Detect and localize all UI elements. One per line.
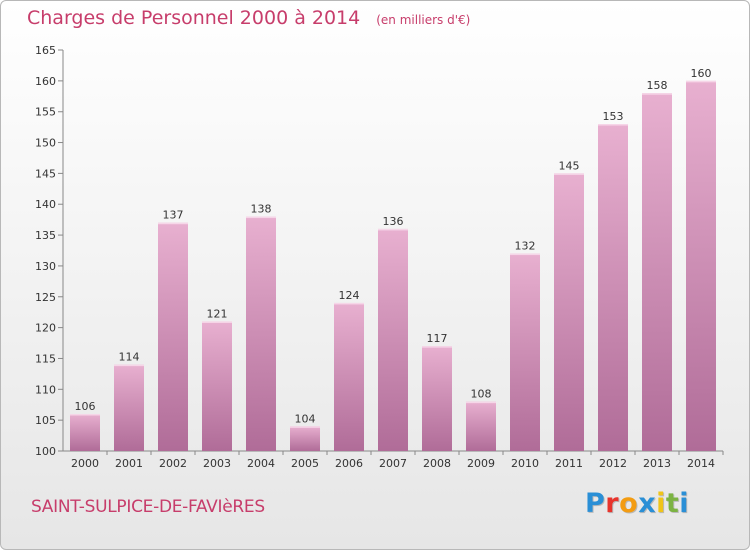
bar-2003 [202, 321, 232, 451]
chart-title: Charges de Personnel 2000 à 2014 (en mill… [27, 7, 470, 29]
y-tick-label: 150 [35, 137, 56, 150]
value-label-2003: 121 [207, 307, 228, 320]
logo-letter: o [619, 488, 639, 519]
x-tick-label: 2013 [643, 457, 671, 470]
bar-2008 [422, 346, 452, 451]
y-tick-label: 165 [35, 44, 56, 57]
x-tick-label: 2000 [71, 457, 99, 470]
bar-top-edge [466, 401, 496, 404]
y-tick-label: 120 [35, 322, 56, 335]
x-tick-label: 2007 [379, 457, 407, 470]
bar-2007 [378, 228, 408, 451]
bar-2012 [598, 124, 628, 452]
bar-2006 [334, 302, 364, 451]
bar-2002 [158, 222, 188, 451]
logo-letter: i [656, 488, 666, 519]
value-label-2005: 104 [295, 412, 316, 425]
value-label-2014: 160 [691, 67, 712, 80]
x-tick-label: 2014 [687, 457, 715, 470]
place-name: SAINT-SULPICE-DE-FAVIèRES [31, 497, 265, 517]
chart-title-text: Charges de Personnel 2000 à 2014 [27, 7, 361, 29]
value-label-2010: 132 [515, 240, 536, 253]
value-labels: 106 114 137 121 138 104 124 136 117 108 132 145 153 1… [75, 67, 712, 425]
y-tick-label: 125 [35, 291, 56, 304]
bar-top-edge [334, 302, 364, 305]
x-tick-label: 2011 [555, 457, 583, 470]
chart-subtitle: (en milliers d'€) [376, 13, 471, 27]
bar-2001 [114, 364, 144, 451]
bar-top-edge [70, 413, 100, 416]
value-label-2002: 137 [163, 209, 184, 222]
value-label-2000: 106 [75, 400, 96, 413]
bars [70, 80, 716, 452]
bar-top-edge [290, 426, 320, 428]
bar-2013 [642, 93, 672, 451]
bar-top-edge [114, 364, 144, 367]
bar-2014 [686, 80, 716, 451]
bar-2000 [70, 413, 100, 451]
bar-2005 [290, 426, 320, 451]
x-tick-label: 2002 [159, 457, 187, 470]
y-tick-label: 135 [35, 229, 56, 242]
y-tick-label: 130 [35, 260, 56, 273]
proxiti-logo: Proxiti [585, 488, 689, 519]
bar-top-edge [378, 228, 408, 231]
bar-top-edge [422, 346, 452, 348]
bar-top-edge [686, 80, 716, 83]
x-tick-label: 2005 [291, 457, 319, 470]
y-tick-label: 145 [35, 167, 56, 180]
bar-2004 [246, 216, 276, 451]
value-label-2008: 117 [427, 332, 448, 345]
bar-top-edge [554, 173, 584, 175]
y-tick-label: 100 [35, 445, 56, 458]
bar-top-edge [598, 124, 628, 126]
bar-2009 [466, 401, 496, 451]
value-label-2013: 158 [647, 79, 668, 92]
y-tick-label: 155 [35, 106, 56, 119]
bar-top-edge [510, 253, 540, 256]
logo-letter: P [585, 488, 606, 519]
value-label-2001: 114 [119, 351, 140, 364]
value-label-2011: 145 [559, 159, 580, 172]
x-tick-label: 2004 [247, 457, 275, 470]
value-label-2006: 124 [339, 289, 360, 302]
bar-top-edge [246, 216, 276, 219]
x-tick-label: 2003 [203, 457, 231, 470]
y-tick-label: 105 [35, 414, 56, 427]
bar-top-edge [642, 93, 672, 95]
logo-letter: i [679, 488, 690, 519]
bar-2011 [554, 173, 584, 451]
y-tick-label: 160 [35, 75, 56, 88]
x-tick-label: 2001 [115, 457, 143, 470]
x-tick-label: 2008 [423, 457, 451, 470]
x-tick-label: 2006 [335, 457, 363, 470]
logo-letter: r [605, 488, 620, 519]
value-label-2004: 138 [251, 203, 272, 216]
bar-top-edge [158, 222, 188, 225]
bar-2010 [510, 253, 540, 451]
value-label-2009: 108 [471, 388, 492, 401]
y-tick-label: 140 [35, 198, 56, 211]
y-tick-label: 110 [35, 383, 56, 396]
x-tick-label: 2009 [467, 457, 495, 470]
x-tick-label: 2012 [599, 457, 627, 470]
value-label-2007: 136 [383, 215, 404, 228]
value-label-2012: 153 [603, 110, 624, 123]
logo-letter: x [638, 488, 657, 519]
logo-letter: t [665, 488, 680, 519]
x-tick-label: 2010 [511, 457, 539, 470]
y-tick-label: 115 [35, 352, 56, 365]
bar-top-edge [202, 321, 232, 323]
